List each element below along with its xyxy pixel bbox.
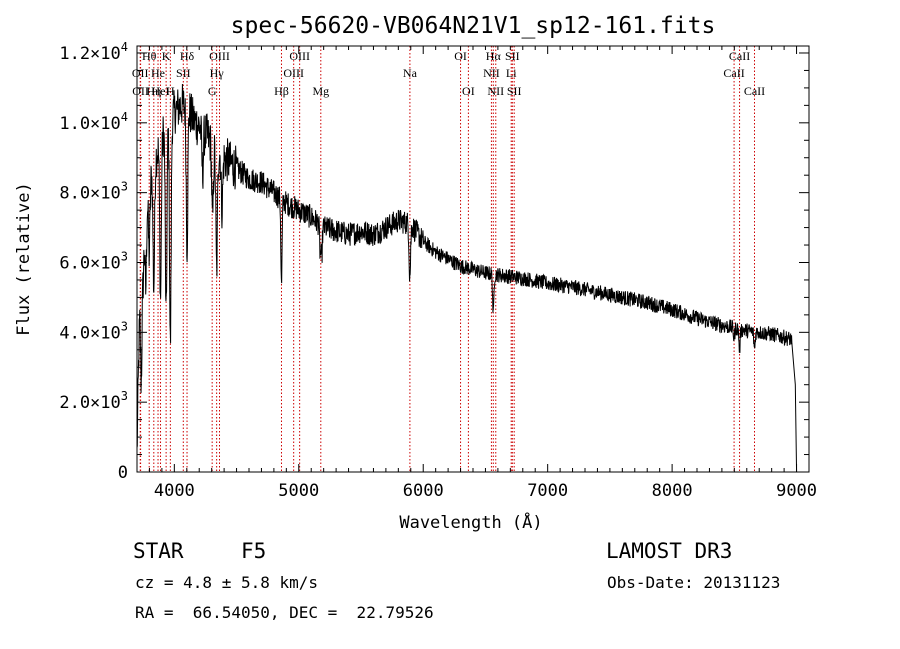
x-tick-label: 8000: [652, 481, 693, 501]
y-tick-label: 0: [118, 463, 128, 483]
line-marker-label: CaII: [729, 49, 750, 63]
obs-date: Obs-Date: 20131123: [607, 573, 781, 592]
line-marker-label: H: [166, 84, 175, 98]
plot-frame: [136, 45, 810, 473]
line-marker-labels: OIIOIIHθHηHeHeIKHSIIHδGHγOIIIHβOIIIOIIIM…: [132, 49, 765, 98]
survey-name: LAMOST DR3: [606, 539, 733, 563]
coordinates-text: RA = 66.54050, DEC = 22.79526: [135, 603, 434, 622]
line-marker-label: HeI: [152, 84, 170, 98]
line-marker-label: Na: [403, 66, 418, 80]
y-tick-label: 6.0×103: [59, 249, 128, 273]
chart-title: spec-56620-VB064N21V1_sp12-161.fits: [231, 13, 716, 39]
y-tick-label: 1.0×104: [59, 110, 128, 134]
line-marker-label: NII: [483, 66, 500, 80]
x-tick-label: 6000: [403, 481, 444, 501]
line-marker-label: Mg: [312, 84, 329, 98]
line-marker-label: OIII: [283, 66, 304, 80]
x-tick-labels: 4000 5000 6000 7000 8000 9000: [154, 481, 817, 501]
line-marker-label: SII: [505, 49, 520, 63]
line-marker-label: SII: [507, 84, 522, 98]
line-marker-label: Hα: [486, 49, 502, 63]
line-marker-label: OIII: [209, 49, 230, 63]
y-tick-labels: 0 2.0×103 4.0×103 6.0×103 8.0×103 1.0×104 1.2×…: [59, 40, 128, 483]
redshift-text: cz = 4.8 ± 5.8 km/s: [135, 573, 319, 592]
line-marker-label: NII: [487, 84, 504, 98]
line-marker-label: Hθ: [142, 49, 157, 63]
y-tick-label: 4.0×103: [59, 319, 128, 343]
line-marker-label: OIII: [289, 49, 310, 63]
y-tick-label: 8.0×103: [59, 180, 128, 204]
y-tick-label: 1.2×104: [59, 40, 128, 64]
line-marker-label: G: [208, 84, 217, 98]
line-marker-label: SII: [176, 66, 191, 80]
line-marker-label: Hδ: [180, 49, 195, 63]
x-tick-label: 5000: [278, 481, 319, 501]
object-subclass: F5: [241, 539, 267, 563]
line-marker-label: OI: [462, 84, 475, 98]
line-marker-label: Li: [506, 66, 517, 80]
spectrum-line: [136, 84, 798, 473]
line-marker-label: CaII: [723, 66, 744, 80]
y-axis-label: Flux (relative): [14, 182, 34, 336]
x-tick-label: 9000: [776, 481, 817, 501]
line-marker-label: Hγ: [210, 66, 225, 80]
line-marker-label: OI: [454, 49, 467, 63]
object-class: STAR: [133, 539, 184, 563]
y-tick-label: 2.0×103: [59, 389, 128, 413]
line-marker-label: K: [162, 49, 171, 63]
line-markers: [139, 46, 755, 472]
x-axis-label: Wavelength (Å): [399, 511, 542, 533]
x-tick-label: 4000: [154, 481, 195, 501]
line-marker-label: Hβ: [274, 84, 289, 98]
line-marker-label: He: [151, 66, 165, 80]
line-marker-label: Hη: [146, 84, 161, 98]
x-tick-label: 7000: [527, 481, 568, 501]
axis-ticks: [136, 46, 810, 473]
line-marker-label: OII: [132, 66, 149, 80]
line-marker-label: OII: [132, 84, 149, 98]
line-marker-label: CaII: [744, 84, 765, 98]
